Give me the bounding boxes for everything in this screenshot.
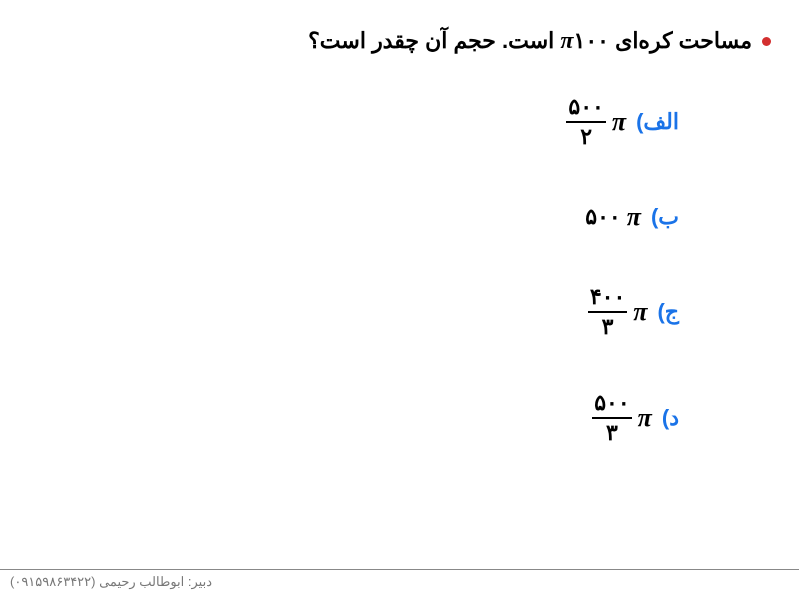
option-c-value: π ۴۰۰ ۳ (588, 286, 648, 338)
pi-symbol: π (633, 297, 647, 327)
options-list: الف) π ۵۰۰ ۲ ب) π ۵۰۰ ج) π ۴۰۰ (566, 96, 679, 444)
question-text: مساحت کره‌ای π۱۰۰ است. حجم آن چقدر است؟ (308, 28, 752, 55)
question-row: مساحت کره‌ای π۱۰۰ است. حجم آن چقدر است؟ (308, 28, 771, 55)
footer: دبیر: ابوطالب رحیمی (۰۹۱۵۹۸۶۳۴۲۲) (0, 569, 799, 590)
option-b-label: ب) (651, 204, 679, 230)
option-d[interactable]: د) π ۵۰۰ ۳ (566, 392, 679, 444)
option-a[interactable]: الف) π ۵۰۰ ۲ (566, 96, 679, 148)
option-b-value: π ۵۰۰ (585, 202, 641, 232)
option-d-label: د) (662, 405, 679, 431)
option-d-value: π ۵۰۰ ۳ (592, 392, 652, 444)
option-c-denominator: ۳ (600, 313, 616, 338)
question-suffix: است. حجم آن چقدر است؟ (308, 28, 554, 53)
option-a-fraction: ۵۰۰ ۲ (566, 96, 605, 148)
bullet-icon (762, 37, 771, 46)
option-d-denominator: ۳ (604, 419, 620, 444)
option-c-label: ج) (657, 299, 679, 325)
option-c[interactable]: ج) π ۴۰۰ ۳ (566, 286, 679, 338)
question-pi: π (560, 28, 573, 54)
option-a-numerator: ۵۰۰ (566, 96, 605, 121)
option-b[interactable]: ب) π ۵۰۰ (566, 202, 679, 232)
option-d-numerator: ۵۰۰ (592, 392, 631, 417)
option-c-numerator: ۴۰۰ (588, 286, 627, 311)
footer-text: دبیر: ابوطالب رحیمی (۰۹۱۵۹۸۶۳۴۲۲) (10, 574, 212, 589)
option-a-value: π ۵۰۰ ۲ (566, 96, 626, 148)
option-a-label: الف) (636, 109, 679, 135)
pi-symbol: π (638, 403, 652, 433)
question-prefix: مساحت کره‌ای (615, 28, 752, 53)
pi-symbol: π (627, 202, 641, 232)
option-a-denominator: ۲ (578, 123, 594, 148)
option-c-fraction: ۴۰۰ ۳ (588, 286, 627, 338)
page: مساحت کره‌ای π۱۰۰ است. حجم آن چقدر است؟ … (0, 0, 799, 596)
option-b-number: ۵۰۰ (585, 204, 620, 230)
option-d-fraction: ۵۰۰ ۳ (592, 392, 631, 444)
pi-symbol: π (612, 107, 626, 137)
question-number: ۱۰۰ (574, 28, 609, 53)
